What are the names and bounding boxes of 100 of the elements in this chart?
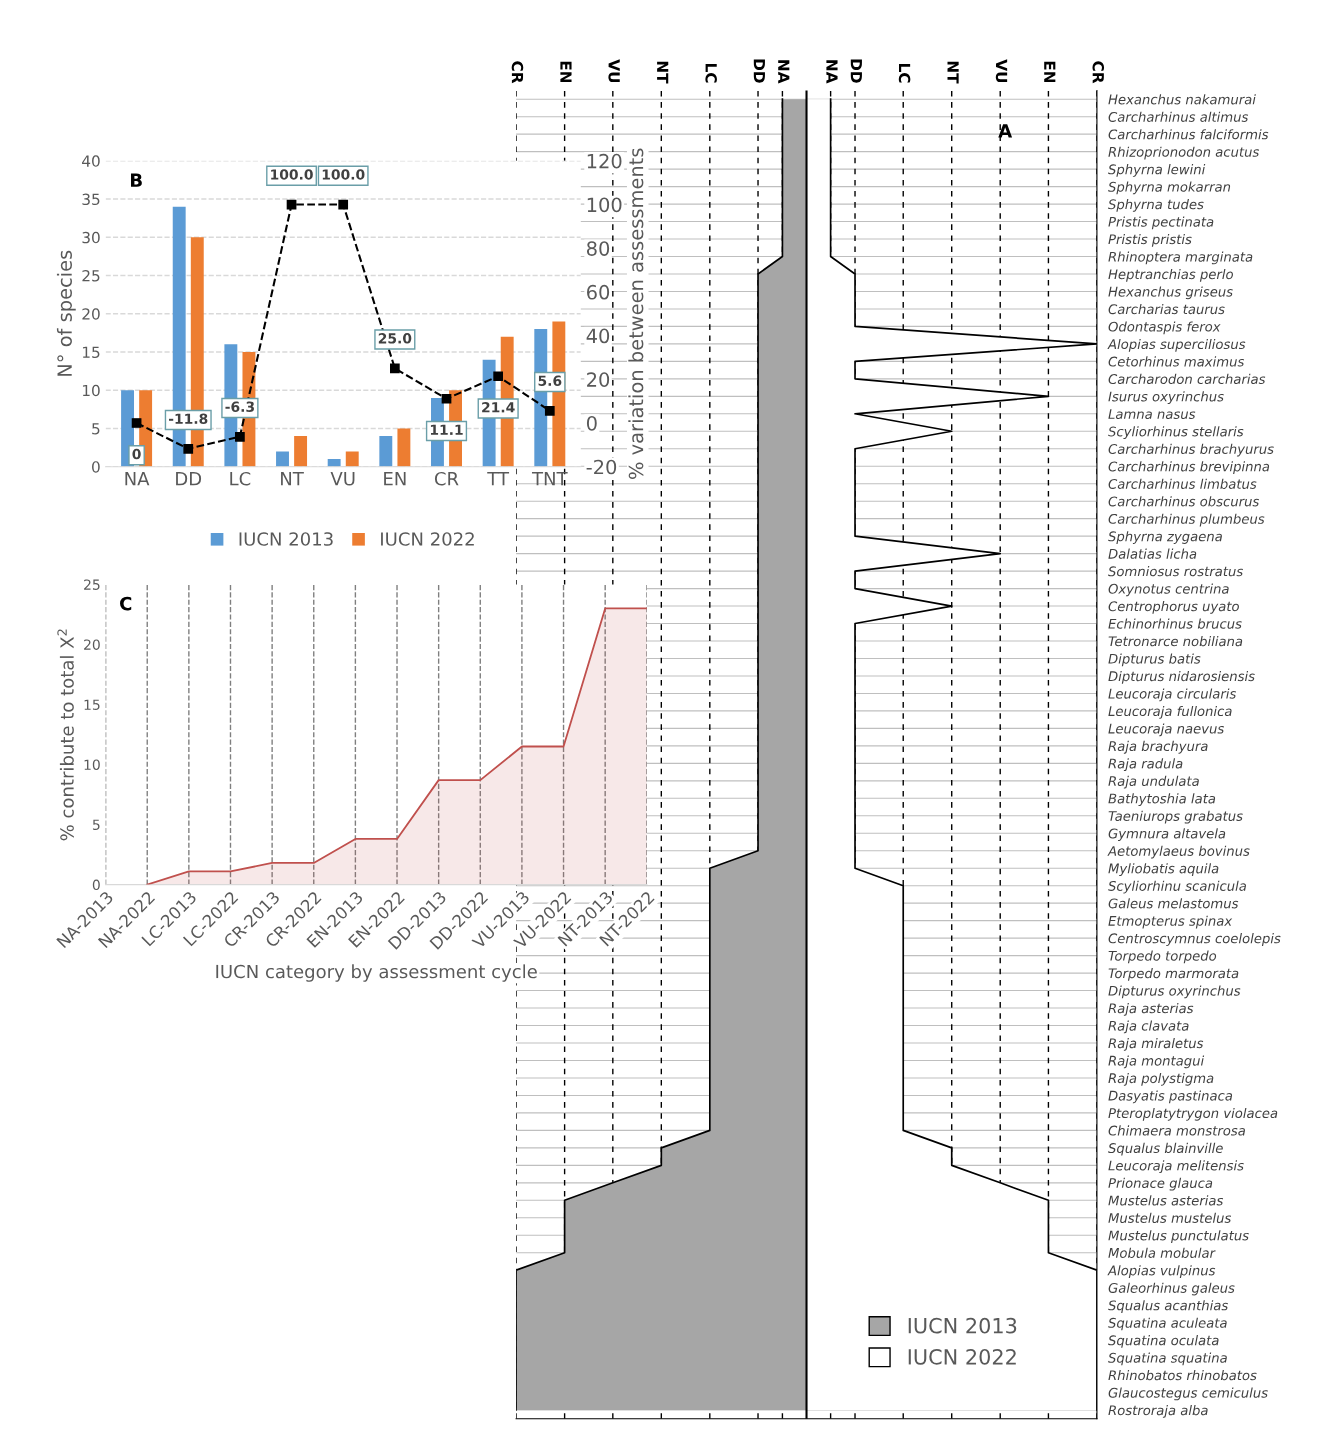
y-tick-label: Hexanchus nakamurai [1108,94,1256,105]
data-label: 5.6 [538,375,562,386]
y-tick-label: Tetronarce nobiliana [1108,636,1243,647]
ref-line-label: DD [753,59,765,83]
y-tick-label: Sphyrna zygaena [1108,531,1222,544]
y-tick-label: Carcharias taurus [1108,303,1225,315]
ref-line-label: NA [826,60,838,84]
y2-tick-label: 100 [587,197,622,213]
y-tick-label: Carcharhinus falciformis [1108,129,1269,140]
x-axis-title: IUCN category by assessment cycle [216,964,537,982]
y-tick-label: Pteroplatytrygon violacea [1108,1107,1278,1121]
ref-line-label: NA [778,60,790,84]
x-tick-label: TNT [531,472,568,486]
y-tick-label: 35 [82,193,100,206]
data-label: 0 [132,448,141,460]
ref-line-label: LC [898,63,911,83]
y-tick-label: 30 [82,231,100,244]
y-tick-label: Raja montagui [1108,1055,1205,1069]
y-tick-label: 5 [92,819,100,831]
y-tick-label: Carcharhinus altimus [1108,111,1249,122]
y-tick-label: Oxynotus centrina [1108,583,1229,597]
y2-axis-title: % variation between assessments [628,148,644,479]
y-axis-title: % contribute to total X$^{2}$ [57,629,74,841]
y-tick-label: Scyliorhinus stellaris [1108,426,1244,440]
ref-line-label: NT [947,61,959,84]
data-label: 21.4 [482,402,515,413]
y-tick-label: Leucoraja melitensis [1108,1160,1244,1174]
y-tick-label: 10 [84,759,100,770]
y-tick-label: Galeus melastomus [1108,898,1239,909]
y-tick-label: Taeniurops grabatus [1108,810,1243,824]
x-tick-label: CR [434,471,459,486]
y-tick-label: 15 [82,346,100,359]
y-tick-label: Bathytoshia lata [1108,793,1216,807]
ref-line-label: CR [511,61,524,84]
y-tick-label: Raja asterias [1108,1003,1194,1016]
y-tick-label: Squalus acanthias [1108,1300,1228,1313]
y-tick-label: Carcharhinus brevipinna [1108,461,1270,474]
ref-line-label: EN [560,61,572,83]
y-tick-label: Rhinoptera marginata [1108,251,1253,265]
y-tick-label: Carcharhinus obscurus [1108,496,1260,507]
ref-line-label: NT [657,61,669,84]
y-tick-label: 20 [84,639,100,650]
data-label: 25.0 [378,333,412,344]
y-tick-label: 15 [84,699,100,710]
y-tick-label: Dipturus nidarosiensis [1108,670,1255,684]
x-tick-label: TT [487,472,510,486]
data-label: -11.8 [168,413,208,424]
y2-tick-label: 20 [587,372,610,387]
y-tick-label: Carcharhinus limbatus [1108,478,1257,489]
y2-tick-label: 60 [587,284,610,300]
y-tick-label: 20 [82,308,100,320]
y-tick-label: Carcharhinus brachyurus [1108,443,1274,457]
y-tick-label: Dasyatis pastinaca [1108,1090,1233,1104]
y-tick-label: Echinorhinus brucus [1108,618,1242,629]
y-tick-label: Raja brachyura [1108,740,1208,754]
y-tick-label: Prionace glauca [1108,1177,1213,1191]
y-tick-label: Myliobatis aquila [1108,863,1219,876]
y-tick-label: 5 [92,423,100,435]
y2-tick-label: -20 [586,459,617,475]
y-tick-label: Hexanchus griseus [1108,286,1233,300]
y-tick-label: Squatina aculeata [1108,1317,1227,1331]
y-tick-label: Etmopterus spinax [1108,915,1233,929]
y-tick-label: Squalus blainville [1108,1142,1223,1156]
y2-tick-label: 80 [586,241,610,256]
y-tick-label: Raja miraletus [1108,1037,1204,1051]
annotation: A [998,124,1013,138]
y-tick-label: 10 [82,384,100,397]
ref-line-label: EN [1044,61,1056,83]
y-tick-label: Rostroraja alba [1108,1405,1208,1418]
y-tick-label: Squatina oculata [1108,1335,1219,1348]
y-tick-label: Dipturus batis [1108,653,1201,667]
y-tick-label: Sphyrna lewini [1108,164,1206,177]
y-tick-label: Somniosus rostratus [1108,566,1243,577]
y-tick-label: Leucoraja fullonica [1108,705,1232,719]
data-label: 100.0 [271,169,313,180]
y-tick-label: Pristis pectinata [1108,216,1214,230]
y-tick-label: Torpedo marmorata [1108,968,1239,981]
y-tick-label: Sphyrna tudes [1108,199,1204,212]
y-tick-label: Glaucostegus cemiculus [1108,1387,1268,1401]
ref-line-label: CR [1092,61,1105,84]
ref-line-label: DD [850,59,862,83]
y-tick-label: Mustelus punctulatus [1108,1230,1249,1244]
legend-label: IUCN 2022 [381,532,474,546]
data-label: 11.1 [430,424,463,435]
x-tick-label: EN [384,472,406,486]
y-tick-label: Heptranchias perlo [1108,268,1233,282]
ref-line-label: VU [995,59,1008,83]
y-tick-label: Torpedo torpedo [1108,950,1217,964]
y-tick-label: Scyliorhinu scanicula [1108,880,1246,894]
y-tick-label: Centroscymnus coelolepis [1108,933,1281,946]
legend-label: IUCN 2013 [239,532,333,546]
y-tick-label: Leucoraja circularis [1108,688,1237,702]
y-tick-label: Raja radula [1108,758,1183,772]
x-tick-label: LC [230,471,251,486]
y-tick-label: Alopias superciliosus [1107,338,1246,352]
y-tick-label: Squatina squatina [1108,1352,1227,1366]
y-tick-label: Aetomylaeus bovinus [1107,845,1250,859]
y-tick-label: Raja clavata [1108,1020,1189,1034]
y-tick-label: Leucoraja naevus [1108,723,1224,737]
y-tick-label: Raja undulata [1108,775,1199,789]
